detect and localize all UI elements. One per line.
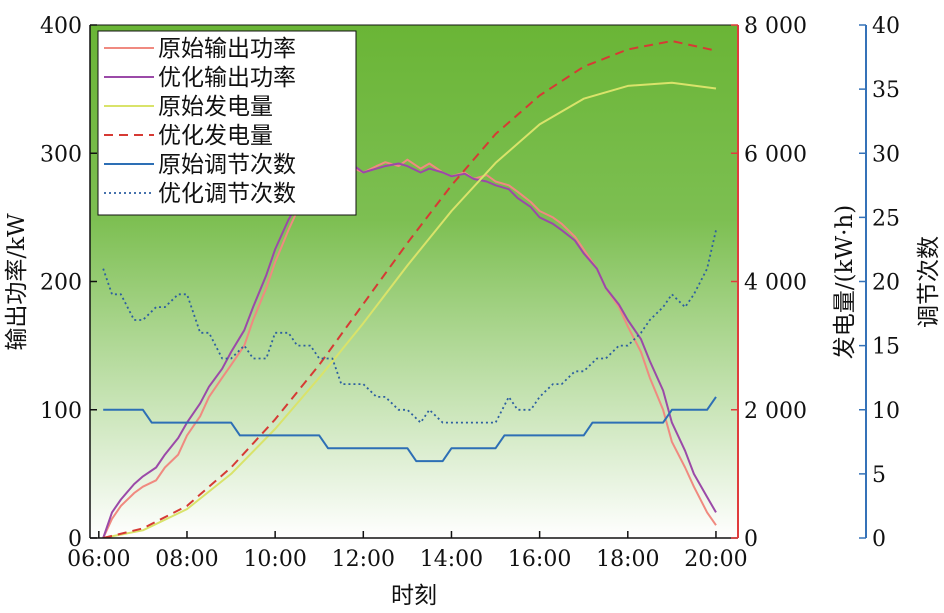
legend-label-2: 原始发电量 [158,94,273,120]
right-2-tick-label: 40 [872,14,900,39]
x-tick-label: 06:00 [67,547,130,572]
right-2-tick-label: 5 [872,463,886,488]
left-tick-label: 400 [40,14,82,39]
left-tick-label: 200 [40,271,82,296]
left-tick-label: 0 [68,527,82,552]
left-tick-label: 100 [40,399,82,424]
right-2-tick-label: 0 [872,527,886,552]
right-1-tick-label: 2 000 [744,399,807,424]
series-line-4 [103,396,717,463]
right-2-tick-label: 10 [872,399,900,424]
x-tick-label: 08:00 [155,547,218,572]
left-axis-title: 输出功率/kW [4,213,30,351]
legend-label-1: 优化输出功率 [158,65,296,91]
x-axis-title: 时刻 [391,583,437,609]
right-2-tick-label: 15 [872,335,900,360]
x-tick-label: 10:00 [243,547,306,572]
x-axis-ticks: 06:00 08:00 10:00 12:00 14:00 16:00 18:00 20:00 [67,531,748,572]
legend-label-0: 原始输出功率 [158,36,296,62]
right-1-tick-label: 4 000 [744,271,807,296]
right-axis-1-title: 发电量/(kW·h) [832,205,858,359]
legend-label-3: 优化发电量 [158,123,273,149]
x-tick-label: 20:00 [684,547,747,572]
x-tick-label: 18:00 [596,547,659,572]
x-tick-label: 16:00 [508,547,571,572]
series-line-0 [102,158,717,538]
right-2-tick-label: 20 [872,271,900,296]
series-layer [102,40,717,538]
legend-label-4: 原始调节次数 [158,152,296,178]
series-line-5 [102,229,717,424]
right-axis-1-ticks: 0 2 000 4 000 6 000 8 000 [731,14,807,552]
series-line-2 [103,81,717,538]
x-tick-label: 14:00 [420,547,483,572]
right-2-tick-label: 35 [872,78,900,103]
legend-box [97,30,357,216]
right-1-tick-label: 8 000 [744,14,807,39]
right-1-tick-label: 0 [744,527,758,552]
legend-label-5: 优化调节次数 [158,181,296,207]
right-2-tick-label: 30 [872,142,900,167]
left-tick-label: 300 [40,142,82,167]
right-axis-2-ticks: 0 5 10 15 20 25 30 35 40 [859,14,900,552]
series-line-3 [102,40,717,538]
series-line-1 [102,162,717,538]
left-axis-ticks: 0 100 200 300 400 [40,14,97,552]
right-1-tick-label: 6 000 [744,142,807,167]
right-axis-2-title: 调节次数 [916,236,942,328]
x-tick-label: 12:00 [332,547,395,572]
right-2-tick-label: 25 [872,206,900,231]
